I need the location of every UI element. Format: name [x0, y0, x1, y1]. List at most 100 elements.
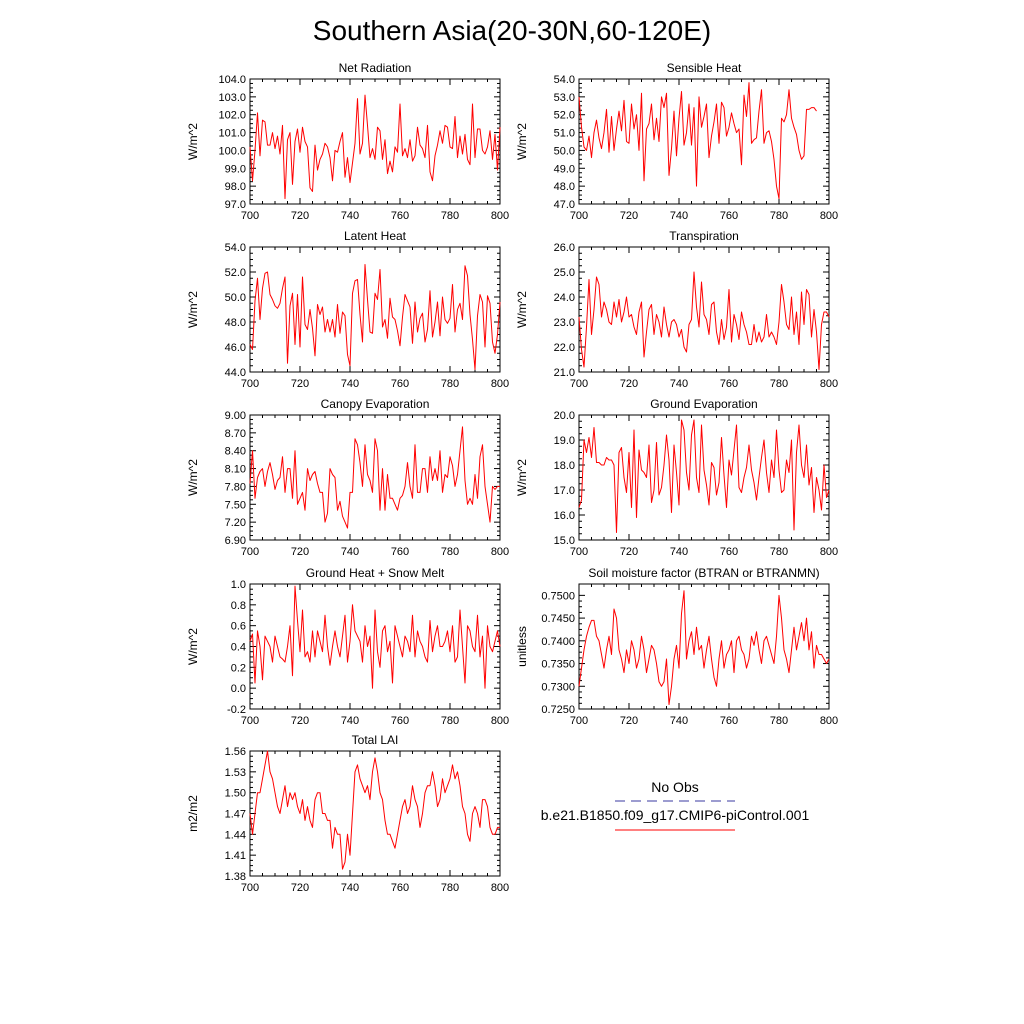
y-tick-label: 0.6 — [231, 621, 246, 633]
x-tick-label: 780 — [770, 715, 788, 727]
y-axis-label: W/m^2 — [186, 123, 200, 160]
y-tick-label: 1.50 — [225, 788, 246, 800]
x-tick-label: 700 — [570, 378, 588, 390]
series-line — [249, 750, 500, 870]
series-line — [578, 271, 830, 370]
y-tick-label: 50.0 — [225, 292, 246, 304]
x-tick-label: 760 — [391, 546, 409, 558]
y-tick-label: -0.2 — [227, 704, 246, 716]
series-line — [249, 426, 500, 529]
y-axis-label: W/m^2 — [186, 459, 200, 496]
y-tick-label: 48.0 — [225, 317, 246, 329]
y-axis-label: W/m^2 — [186, 628, 200, 665]
y-tick-label: 51.0 — [554, 128, 575, 140]
y-tick-label: 52.0 — [225, 267, 246, 279]
y-tick-label: 1.44 — [225, 829, 246, 841]
x-tick-label: 760 — [391, 715, 409, 727]
y-tick-label: 52.0 — [554, 110, 575, 122]
y-tick-label: 47.0 — [554, 199, 575, 211]
x-tick-label: 800 — [491, 715, 509, 727]
panel-title: Net Radiation — [339, 61, 412, 75]
x-tick-label: 720 — [291, 210, 309, 222]
figure-title: Southern Asia(20-30N,60-120E) — [313, 15, 711, 46]
x-tick-label: 780 — [441, 882, 459, 894]
y-tick-label: 23.0 — [554, 317, 575, 329]
x-tick-label: 760 — [391, 378, 409, 390]
x-tick-label: 760 — [720, 546, 738, 558]
y-axis-label: unitless — [515, 626, 529, 667]
y-tick-label: 53.0 — [554, 92, 575, 104]
legend-label-model: b.e21.B1850.f09_g17.CMIP6-piControl.001 — [541, 807, 810, 823]
series-line — [578, 590, 830, 705]
x-tick-label: 700 — [241, 715, 259, 727]
y-tick-label: 8.10 — [225, 464, 246, 476]
y-axis-label: W/m^2 — [515, 123, 529, 160]
x-tick-label: 720 — [291, 715, 309, 727]
y-tick-label: 0.7450 — [541, 613, 575, 625]
x-tick-label: 700 — [570, 715, 588, 727]
x-tick-label: 720 — [620, 210, 638, 222]
x-tick-label: 760 — [720, 378, 738, 390]
chart-panel: Ground Heat + Snow Melt W/m^2 700 720 740 760… — [186, 566, 509, 727]
x-tick-label: 720 — [620, 378, 638, 390]
y-tick-label: 16.0 — [554, 510, 575, 522]
y-tick-label: 1.0 — [231, 579, 246, 591]
x-tick-label: 800 — [491, 210, 509, 222]
x-tick-label: 740 — [341, 210, 359, 222]
x-tick-label: 740 — [670, 378, 688, 390]
y-tick-label: 103.0 — [218, 92, 246, 104]
y-tick-label: 54.0 — [225, 242, 246, 254]
x-tick-label: 760 — [720, 210, 738, 222]
x-tick-label: 760 — [391, 210, 409, 222]
y-tick-label: 26.0 — [554, 242, 575, 254]
x-tick-label: 800 — [820, 378, 838, 390]
y-tick-label: 19.0 — [554, 435, 575, 447]
legend-label-no-obs: No Obs — [651, 779, 698, 795]
series-line — [249, 264, 501, 370]
chart-panel: Total LAI m2/m2 700 720 740 760 780 800 1.38 1.41… — [186, 733, 509, 894]
x-tick-label: 740 — [670, 210, 688, 222]
series-line — [249, 94, 501, 200]
y-tick-label: 1.53 — [225, 767, 246, 779]
x-tick-label: 800 — [820, 210, 838, 222]
y-axis-label: W/m^2 — [515, 291, 529, 328]
x-tick-label: 780 — [441, 210, 459, 222]
y-axis-label: W/m^2 — [186, 291, 200, 328]
y-tick-label: 104.0 — [218, 74, 246, 86]
x-tick-label: 720 — [291, 378, 309, 390]
x-tick-label: 780 — [441, 546, 459, 558]
x-tick-label: 800 — [820, 546, 838, 558]
y-tick-label: 50.0 — [554, 145, 575, 157]
y-tick-label: 8.70 — [225, 428, 246, 440]
x-tick-label: 780 — [770, 546, 788, 558]
y-tick-label: 0.7500 — [541, 590, 575, 602]
chart-panel: Net Radiation W/m^2 700 720 740 760 780 800 97.0… — [186, 61, 509, 222]
chart-panel: Soil moisture factor (BTRAN or BTRANMN) u… — [515, 566, 838, 727]
x-tick-label: 700 — [241, 882, 259, 894]
y-tick-label: 49.0 — [554, 163, 575, 175]
panel-title: Ground Heat + Snow Melt — [306, 566, 445, 580]
x-tick-label: 720 — [291, 546, 309, 558]
x-tick-label: 740 — [341, 546, 359, 558]
x-tick-label: 700 — [570, 546, 588, 558]
chart-panel: Ground Evaporation W/m^2 700 720 740 760 780 80… — [515, 397, 838, 558]
x-tick-label: 720 — [620, 546, 638, 558]
y-tick-label: 8.40 — [225, 446, 246, 458]
x-tick-label: 720 — [620, 715, 638, 727]
x-tick-label: 740 — [670, 546, 688, 558]
y-tick-label: 48.0 — [554, 181, 575, 193]
chart-panel: Latent Heat W/m^2 700 720 740 760 780 800 44.0 46… — [186, 229, 509, 390]
x-tick-label: 740 — [341, 715, 359, 727]
panel-grid: Net Radiation W/m^2 700 720 740 760 780 800 97.0… — [186, 61, 838, 894]
chart-panel: Sensible Heat W/m^2 700 720 740 760 780 800 47.0… — [515, 61, 838, 222]
y-tick-label: 7.80 — [225, 481, 246, 493]
panel-title: Ground Evaporation — [650, 397, 757, 411]
x-tick-label: 800 — [820, 715, 838, 727]
chart-panel: Transpiration W/m^2 700 720 740 760 780 800 21.0… — [515, 229, 838, 390]
x-tick-label: 740 — [670, 715, 688, 727]
y-tick-label: 1.38 — [225, 871, 246, 883]
y-tick-label: 54.0 — [554, 74, 575, 86]
legend: No Obs b.e21.B1850.f09_g17.CMIP6-piContr… — [541, 779, 810, 831]
panel-title: Canopy Evaporation — [321, 397, 430, 411]
